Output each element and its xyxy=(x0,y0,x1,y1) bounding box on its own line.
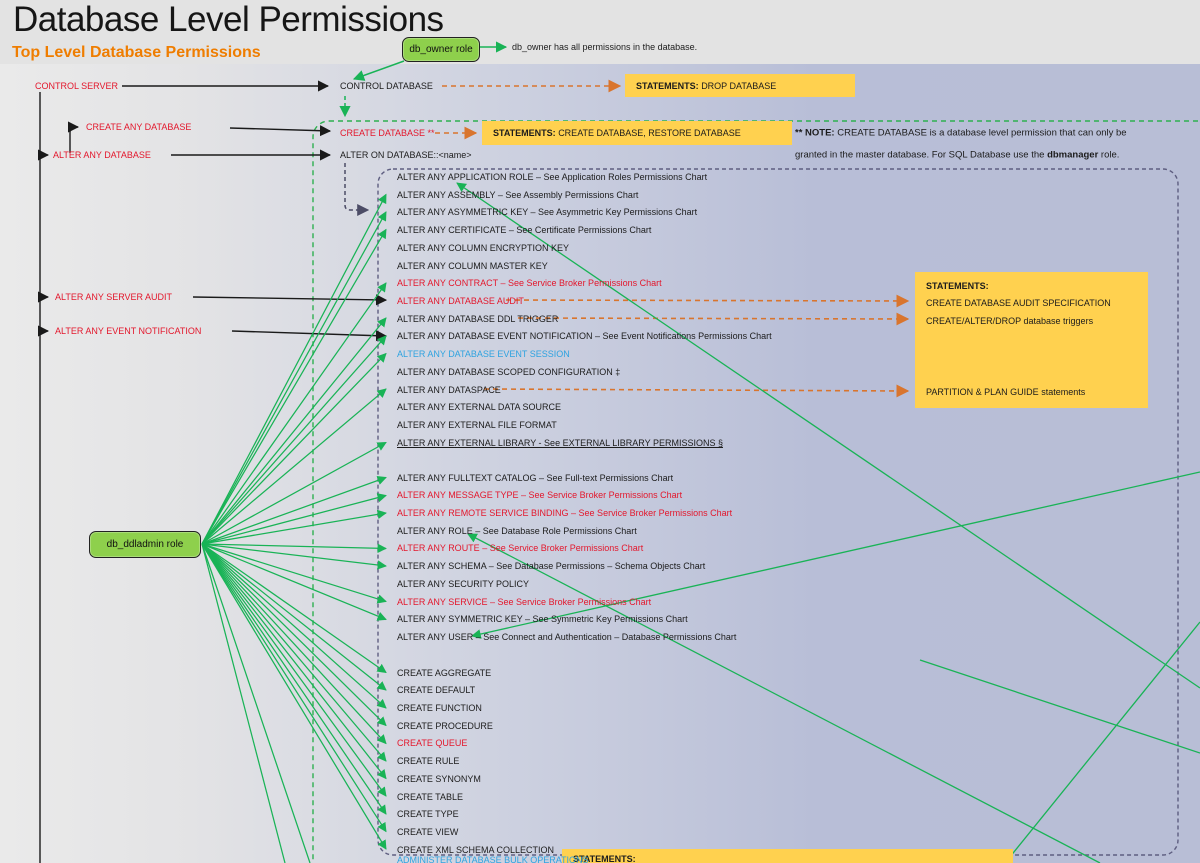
db-owner-role-box: db_owner role xyxy=(402,37,480,62)
statements-audit-box: STATEMENTS: CREATE DATABASE AUDIT SPECIF… xyxy=(915,272,1148,408)
permission-list-item: ALTER ANY COLUMN ENCRYPTION KEY xyxy=(397,242,570,253)
create-any-database-label: CREATE ANY DATABASE xyxy=(86,122,192,132)
permission-list-item: ALTER ANY MESSAGE TYPE – See Service Bro… xyxy=(397,490,683,501)
permission-list-item: CREATE FUNCTION xyxy=(397,702,482,713)
permission-list-item: ALTER ANY SECURITY POLICY xyxy=(397,578,530,589)
control-database-label: CONTROL DATABASE xyxy=(340,81,433,91)
statements-row: PARTITION & PLAN GUIDE statements xyxy=(926,387,1086,397)
alter-any-event-notification-label: ALTER ANY EVENT NOTIFICATION xyxy=(55,326,202,336)
permission-list-item: CREATE RULE xyxy=(397,756,460,767)
permission-list-item: ALTER ANY CERTIFICATE – See Certificate … xyxy=(397,225,652,236)
create-database-label: CREATE DATABASE ** xyxy=(340,128,435,138)
statements-row: CREATE DATABASE AUDIT SPECIFICATION xyxy=(926,298,1111,308)
create-database-note-line2: granted in the master database. For SQL … xyxy=(795,149,1120,161)
alter-any-database-label: ALTER ANY DATABASE xyxy=(53,150,151,160)
permission-list-item: ALTER ANY DATABASE EVENT NOTIFICATION – … xyxy=(397,331,772,342)
permission-list-item: CREATE XML SCHEMA COLLECTION xyxy=(397,844,555,855)
header-band xyxy=(0,0,1200,64)
create-database-note-line1: ** NOTE: CREATE DATABASE is a database l… xyxy=(795,127,1127,139)
permission-list-item: ALTER ANY EXTERNAL DATA SOURCE xyxy=(397,402,562,413)
permission-list-item: ALTER ANY REMOTE SERVICE BINDING – See S… xyxy=(397,507,733,518)
permission-list-item: CREATE SYNONYM xyxy=(397,773,481,784)
permission-list-item: ALTER ANY FULLTEXT CATALOG – See Full-te… xyxy=(397,472,674,483)
permission-list-item: ALTER ANY DATASPACE xyxy=(397,384,501,395)
permission-list-item: CREATE AGGREGATE xyxy=(397,667,492,678)
permission-list-item: CREATE TYPE xyxy=(397,809,459,820)
permission-list-item: CREATE QUEUE xyxy=(397,738,468,749)
permission-list-item: ALTER ANY SERVICE – See Service Broker P… xyxy=(397,596,652,607)
permission-list-item: ALTER ANY ASYMMETRIC KEY – See Asymmetri… xyxy=(397,207,698,218)
statements-value: DROP DATABASE xyxy=(701,81,777,91)
alter-on-database-label: ALTER ON DATABASE::<name> xyxy=(340,150,472,160)
db-ddladmin-role-box: db_ddladmin role xyxy=(89,531,201,558)
permission-list-item: ALTER ANY DATABASE DDL TRIGGER xyxy=(397,313,559,324)
permission-list-item: CREATE VIEW xyxy=(397,826,459,837)
permission-list-item: ALTER ANY DATABASE EVENT SESSION xyxy=(397,349,570,360)
permission-list-item: ALTER ANY USER – See Connect and Authent… xyxy=(397,631,737,642)
permission-list-item: ALTER ANY COLUMN MASTER KEY xyxy=(397,260,548,271)
statements-row: CREATE/ALTER/DROP database triggers xyxy=(926,316,1094,326)
alter-any-server-audit-label: ALTER ANY SERVER AUDIT xyxy=(55,292,173,302)
permission-list-item: ALTER ANY APPLICATION ROLE – See Applica… xyxy=(397,172,708,182)
db-ddladmin-fan-lines xyxy=(201,193,387,863)
statements-drop-database-box: STATEMENTS: DROP DATABASE xyxy=(625,74,855,97)
statements-label: STATEMENTS: xyxy=(493,128,556,138)
statements-create-restore-box: STATEMENTS: CREATE DATABASE, RESTORE DAT… xyxy=(482,121,792,145)
permission-list-item: ALTER ANY SCHEMA – See Database Permissi… xyxy=(397,561,706,572)
permission-list-item: CREATE PROCEDURE xyxy=(397,720,493,731)
permission-list-item: ALTER ANY EXTERNAL FILE FORMAT xyxy=(397,420,557,431)
permission-list-item: ALTER ANY EXTERNAL LIBRARY - See EXTERNA… xyxy=(397,437,723,448)
permission-list-item: ALTER ANY DATABASE AUDIT xyxy=(397,296,524,307)
permission-list-item: ALTER ANY ROUTE – See Service Broker Per… xyxy=(397,543,644,554)
permission-list-item: ALTER ANY ASSEMBLY – See Assembly Permis… xyxy=(397,189,639,200)
permission-list-item: ALTER ANY ROLE – See Database Role Permi… xyxy=(397,525,637,536)
permission-list-item: ALTER ANY DATABASE SCOPED CONFIGURATION … xyxy=(397,366,621,377)
permission-list-item: ADMINISTER DATABASE BULK OPERATIONS xyxy=(397,855,589,863)
page-title: Database Level Permissions xyxy=(13,0,444,39)
statements-label: STATEMENTS: xyxy=(636,81,699,91)
control-server-label: CONTROL SERVER xyxy=(35,81,119,91)
permission-list-item: CREATE TABLE xyxy=(397,791,464,802)
permission-list-item: CREATE DEFAULT xyxy=(397,685,476,696)
statements-bottom-box: STATEMENTS: xyxy=(562,849,1013,863)
section-subtitle: Top Level Database Permissions xyxy=(12,44,261,61)
statements-label: STATEMENTS: xyxy=(926,281,989,291)
permission-list-item: ALTER ANY SYMMETRIC KEY – See Symmetric … xyxy=(397,614,688,625)
db-owner-note: db_owner has all permissions in the data… xyxy=(512,42,698,52)
permission-list-item: ALTER ANY CONTRACT – See Service Broker … xyxy=(397,278,662,289)
statements-value: CREATE DATABASE, RESTORE DATABASE xyxy=(558,128,741,138)
statements-label: STATEMENTS: xyxy=(573,854,636,863)
